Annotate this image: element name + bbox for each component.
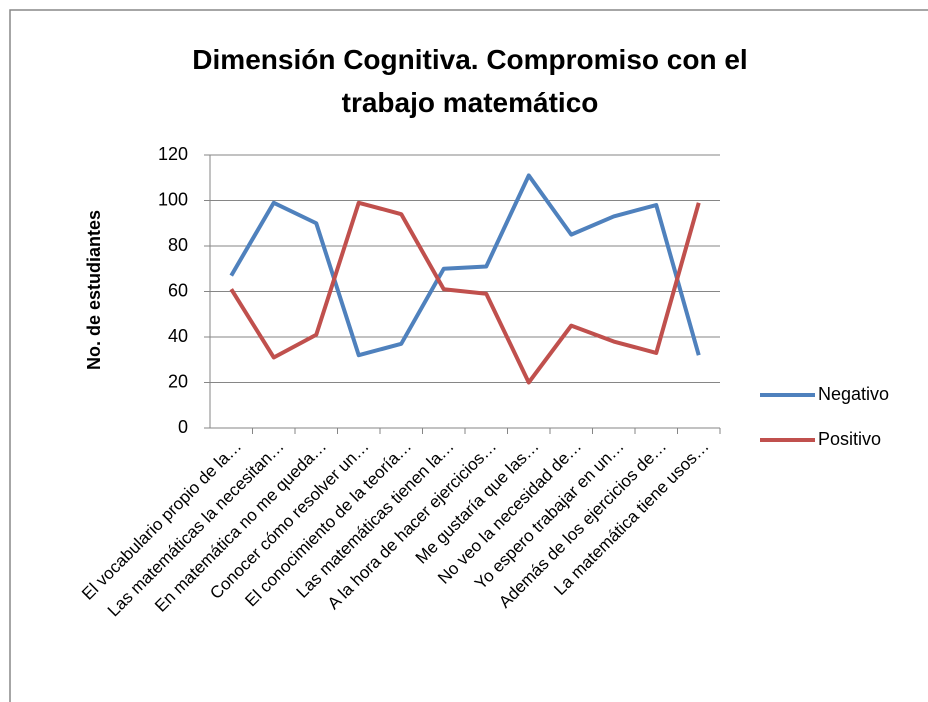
line-series [229, 200, 701, 385]
y-axis-label: No. de estudiantes [84, 210, 104, 370]
y-tick-label: 40 [168, 326, 188, 346]
legend-label: Negativo [818, 384, 889, 404]
y-tick-label: 100 [158, 189, 188, 209]
y-tick-label: 120 [158, 144, 188, 164]
line-series [229, 173, 701, 358]
y-tick-label: 80 [168, 235, 188, 255]
chart-border [9, 9, 928, 702]
y-tick-label: 0 [178, 417, 188, 437]
y-tick-label: 60 [168, 280, 188, 300]
chart-title: Dimensión Cognitiva. Compromiso con el t… [192, 44, 748, 118]
y-tick-label: 20 [168, 371, 188, 391]
legend-label: Positivo [818, 429, 881, 449]
